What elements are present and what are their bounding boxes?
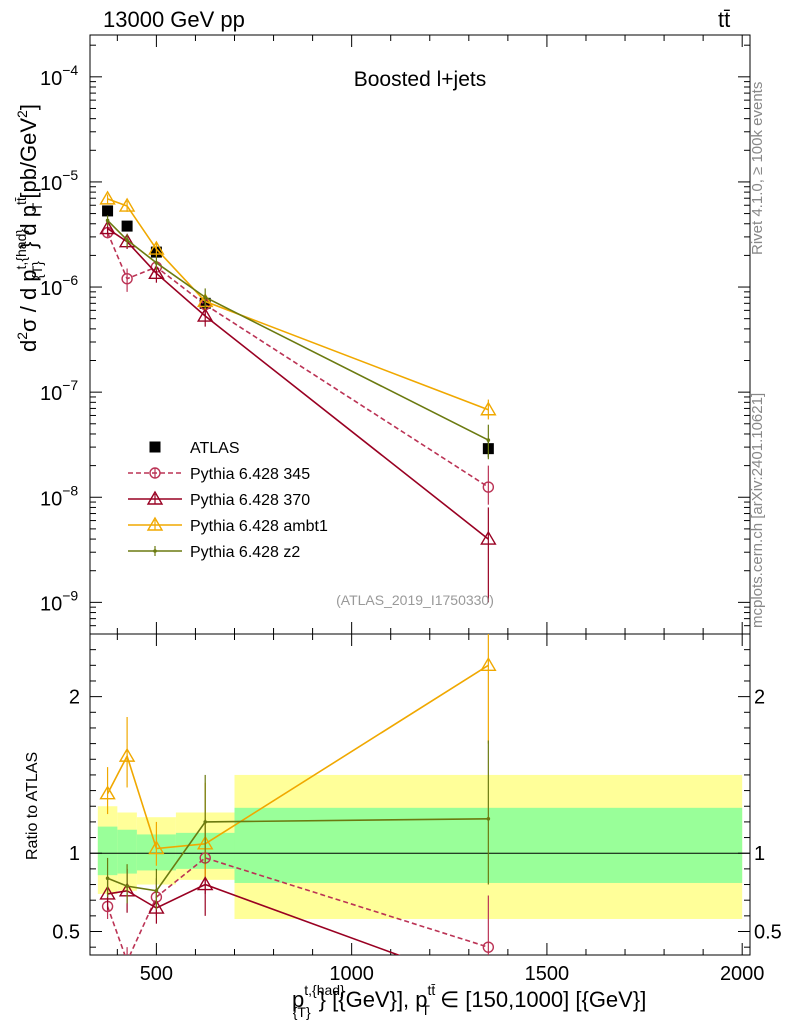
axis-ticks (90, 35, 750, 955)
ratio-uncertainty-bands (90, 774, 750, 919)
y-tick-label: 10−7 (40, 377, 78, 405)
legend-label-4: Pythia 6.428 z2 (190, 544, 300, 561)
series-4-point (125, 238, 129, 242)
rivet-version-label: Rivet 4.1.0, ≥ 100k events (749, 82, 766, 255)
series-4-point (203, 295, 208, 300)
series-2-point (148, 264, 165, 280)
legend-marker-3 (146, 516, 164, 531)
energy-label: 13000 GeV pp (103, 7, 245, 32)
ratio-tick-label-right: 0.5 (754, 922, 782, 944)
series-4-ratio-point (105, 876, 110, 881)
series-1-line (106, 232, 489, 488)
ratio-tick-label: 1 (69, 843, 80, 865)
x-tick-label: 1000 (329, 963, 374, 985)
ratio-tick-label-right: 1 (754, 843, 765, 865)
series-3-point (118, 197, 136, 212)
y-tick-label: 10−8 (40, 482, 78, 510)
ratio-tick-label-right: 2 (754, 687, 765, 709)
series-4-ratio-point (203, 820, 208, 824)
main-series-layer (99, 190, 497, 603)
series-4-ratio-point (125, 884, 129, 888)
legend-label-1: Pythia 6.428 345 (190, 466, 310, 483)
process-label: tt̄ (718, 7, 730, 32)
svg-text:d2σ / d pt,{had}{T}} d ptt̄T: d2σ / d pt,{had}{T}} d ptt̄T[pb/GeV2] (13, 104, 45, 352)
series-0-point (121, 220, 133, 232)
series-3-point (480, 401, 497, 416)
legend-marker-4 (153, 549, 157, 553)
ratio-y-axis-label: Ratio to ATLAS (24, 752, 41, 860)
main-panel-frame (89, 34, 751, 635)
series-2-point (480, 530, 497, 545)
green-band-0 (97, 826, 118, 876)
series-2-ratio-point (148, 899, 165, 914)
legend-label-0: ATLAS (190, 440, 240, 457)
y-tick-label: 10−6 (40, 272, 78, 300)
series-3-point (148, 240, 165, 255)
series-1-ratio-point (482, 941, 495, 953)
y-tick-label: 10−9 (40, 587, 78, 615)
x-tick-label: 2000 (720, 963, 765, 985)
legend: ATLAS Pythia 6.428 345 Pythia 6.428 370 Pyt… (128, 440, 328, 561)
ratio-series-layer (99, 634, 497, 955)
series-4-point (105, 218, 110, 223)
x-tick-label: 500 (140, 963, 173, 985)
ratio-tick-label: 0.5 (52, 922, 80, 944)
x-tick-label: 1500 (525, 963, 570, 985)
series-4-point (154, 261, 159, 265)
mcplots-label: mcplots.cern.ch [arXiv:2401.10621] (749, 393, 766, 628)
series-3-ratio-point (480, 656, 497, 672)
legend-label-3: Pythia 6.428 ambt1 (190, 518, 328, 535)
y-axis-label: d2σ / d pt,{had}{T}} d ptt̄T[pb/GeV2] (13, 104, 45, 352)
series-2-point (196, 307, 214, 322)
series-3-ratio-point (148, 840, 165, 855)
series-4-point (486, 438, 491, 442)
series-3-ratio-point (99, 785, 116, 800)
series-4-line (107, 219, 489, 441)
series-3-point (99, 190, 116, 205)
chart-title: Boosted l+jets (354, 68, 487, 91)
series-2-ratio-point (99, 885, 116, 900)
analysis-label: (ATLAS_2019_I1750330) (336, 592, 494, 608)
legend-marker-1 (149, 467, 161, 479)
ratio-tick-label: 2 (69, 687, 80, 709)
series-0-point (102, 205, 114, 217)
legend-label-2: Pythia 6.428 370 (190, 492, 310, 509)
series-3-line (107, 198, 489, 411)
x-axis-label: pt,{had} {T}} [{GeV}], ptt̄ T ∈ [150,1000]… (292, 982, 646, 1020)
series-2-ratio-point (196, 876, 214, 891)
ratio-panel-frame (89, 633, 751, 956)
axis-tick-labels: 500 1000 1500 2000 10−4 10−5 10−6 10−7 10−8 10−9 0… (40, 62, 782, 985)
series-1-point (121, 273, 133, 285)
series-2-point (99, 220, 116, 235)
y-tick-label: 10−4 (40, 62, 78, 90)
series-1-point (482, 481, 495, 493)
series-4-ratio-point (486, 816, 491, 821)
legend-marker-2 (146, 490, 164, 505)
y-tick-label: 10−5 (40, 167, 78, 195)
svg-text:pt,{had}{T}} [{GeV}], ptt̄T ∈: pt,{had} {T}} [{GeV}], ptt̄ T ∈ [150,1000]… (292, 982, 646, 1020)
series-4-ratio-point (154, 889, 159, 893)
legend-marker-0 (149, 441, 161, 453)
green-band-1 (117, 829, 137, 874)
series-3-ratio-point (118, 747, 136, 762)
